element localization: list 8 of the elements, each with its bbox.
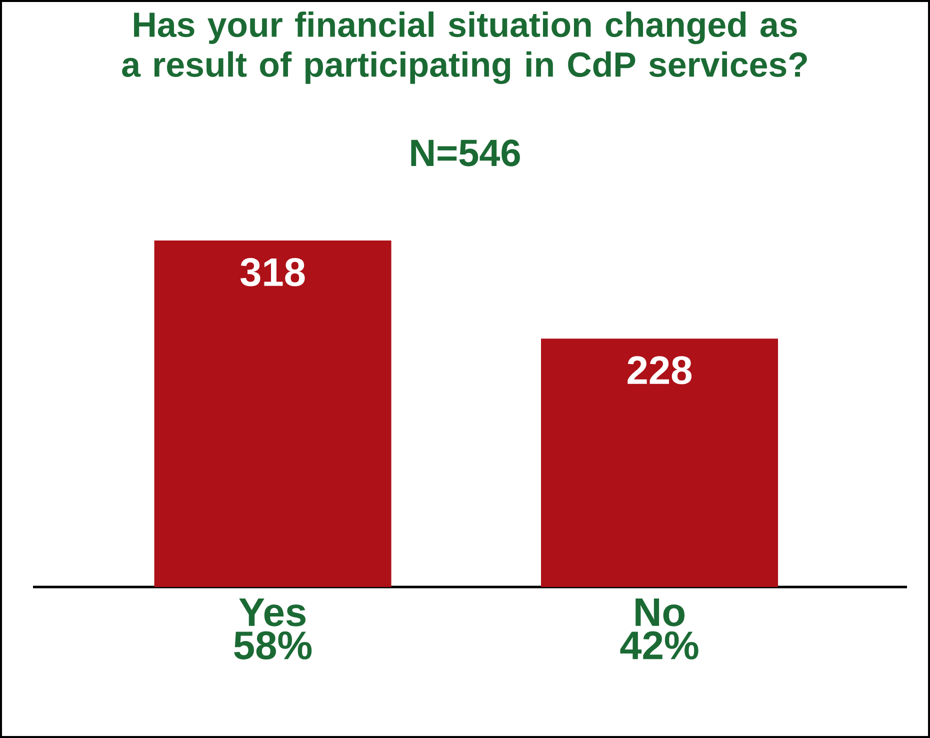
x-tick-label: Yes (239, 598, 306, 626)
text: 58% (234, 631, 312, 660)
chart-subtitle: N=546 (411, 140, 520, 166)
text: 42% (620, 631, 698, 660)
data-label: 318 (240, 258, 305, 286)
x-tick-label: No (636, 598, 684, 626)
data-label: 228 (628, 356, 692, 384)
chart-title: Has your financial situation changed as a result of participating in CdP services? (122, 12, 807, 84)
